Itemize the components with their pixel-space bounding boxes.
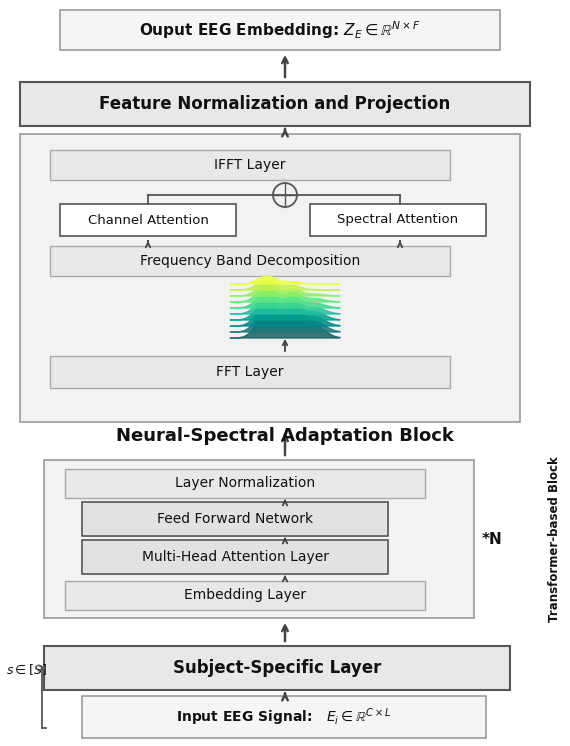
Text: Frequency Band Decomposition: Frequency Band Decomposition	[140, 254, 360, 268]
Text: Spectral Attention: Spectral Attention	[337, 213, 458, 227]
Polygon shape	[230, 276, 340, 284]
Polygon shape	[230, 298, 340, 320]
FancyBboxPatch shape	[50, 150, 450, 180]
Polygon shape	[230, 310, 340, 338]
Text: Layer Normalization: Layer Normalization	[175, 477, 315, 491]
FancyBboxPatch shape	[65, 581, 425, 610]
Polygon shape	[230, 291, 340, 308]
Polygon shape	[230, 295, 340, 314]
Polygon shape	[230, 283, 340, 296]
Text: Embedding Layer: Embedding Layer	[184, 589, 306, 603]
FancyBboxPatch shape	[60, 10, 500, 50]
Text: *N: *N	[482, 531, 503, 547]
FancyBboxPatch shape	[65, 469, 425, 498]
Text: Transformer-based Block: Transformer-based Block	[548, 456, 561, 622]
FancyBboxPatch shape	[82, 502, 388, 536]
Text: Ouput EEG Embedding: $Z_E \in \mathbb{R}^{N\times F}$: Ouput EEG Embedding: $Z_E \in \mathbb{R}…	[139, 19, 421, 41]
Text: Channel Attention: Channel Attention	[88, 213, 209, 227]
Text: Neural-Spectral Adaptation Block: Neural-Spectral Adaptation Block	[116, 427, 454, 445]
FancyBboxPatch shape	[82, 540, 388, 574]
FancyBboxPatch shape	[44, 460, 474, 618]
Polygon shape	[230, 280, 340, 290]
FancyBboxPatch shape	[310, 204, 486, 236]
Text: Multi-Head Attention Layer: Multi-Head Attention Layer	[141, 550, 328, 564]
Text: Feature Normalization and Projection: Feature Normalization and Projection	[99, 95, 451, 113]
Polygon shape	[230, 302, 340, 326]
Text: Feed Forward Network: Feed Forward Network	[157, 512, 313, 526]
Text: Input EEG Signal:   $E_i \in \mathbb{R}^{C\times L}$: Input EEG Signal: $E_i \in \mathbb{R}^{C…	[176, 706, 392, 728]
Text: Subject-Specific Layer: Subject-Specific Layer	[173, 659, 381, 677]
Polygon shape	[230, 306, 340, 332]
FancyBboxPatch shape	[44, 646, 510, 690]
FancyBboxPatch shape	[20, 82, 530, 126]
Polygon shape	[230, 287, 340, 302]
Text: $s \in [S]$: $s \in [S]$	[6, 662, 47, 677]
FancyBboxPatch shape	[60, 204, 236, 236]
FancyBboxPatch shape	[50, 246, 450, 276]
Text: IFFT Layer: IFFT Layer	[214, 158, 286, 172]
Text: FFT Layer: FFT Layer	[216, 365, 284, 379]
FancyBboxPatch shape	[20, 134, 520, 422]
FancyBboxPatch shape	[50, 356, 450, 388]
FancyBboxPatch shape	[82, 696, 486, 738]
